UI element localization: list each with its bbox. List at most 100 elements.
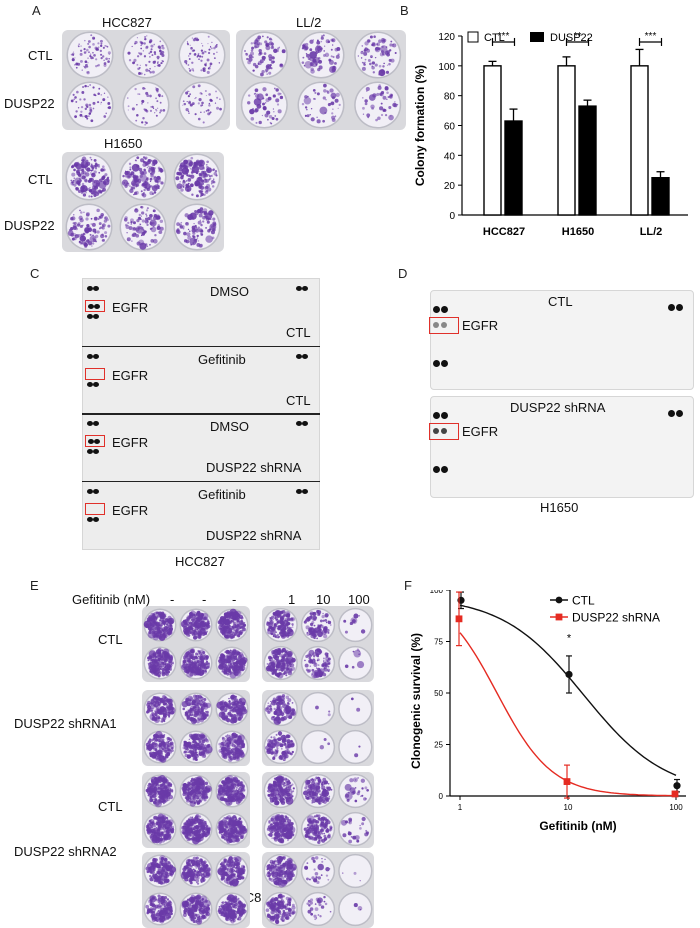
colony [81, 106, 83, 108]
colony [330, 39, 333, 42]
well [124, 83, 168, 127]
colony [315, 631, 318, 634]
colony [190, 157, 193, 160]
colony [371, 66, 374, 69]
colony [198, 102, 200, 104]
colony [146, 189, 148, 191]
colony [198, 58, 200, 60]
colony [157, 224, 159, 226]
colony [282, 635, 284, 637]
colony [272, 60, 275, 63]
colony [216, 107, 219, 110]
colony [155, 673, 158, 676]
reference-spot [433, 360, 440, 367]
colony [219, 662, 223, 666]
plate-hcc827 [62, 30, 230, 130]
colony [325, 664, 327, 666]
colony [311, 108, 312, 109]
colony [134, 88, 136, 90]
colony [394, 101, 395, 102]
colony [141, 103, 143, 105]
colony [388, 63, 391, 66]
colony [276, 653, 279, 656]
colony [275, 623, 277, 625]
colony [386, 99, 387, 100]
colony [366, 87, 370, 91]
colony [188, 650, 192, 654]
colony [163, 653, 165, 655]
colony [165, 666, 167, 668]
colony [180, 186, 181, 187]
colony [90, 179, 92, 181]
colony [187, 90, 189, 92]
colony [228, 660, 231, 663]
colony [200, 711, 204, 715]
colony [345, 665, 349, 669]
colony [185, 668, 187, 670]
panel-label-d: D [398, 266, 407, 281]
colony [358, 615, 360, 617]
colony [97, 92, 100, 95]
colony [185, 792, 186, 793]
colony [276, 662, 280, 666]
colony [185, 166, 189, 170]
colony [268, 72, 271, 75]
x-tick-label: 1 [458, 803, 463, 812]
colony [205, 62, 207, 64]
colony [276, 734, 278, 736]
colony [201, 617, 204, 620]
colony [267, 621, 269, 623]
colony [145, 69, 148, 72]
colony [100, 50, 102, 52]
reference-spot [302, 354, 308, 359]
colony [206, 166, 209, 169]
colony [204, 739, 205, 740]
colony [345, 631, 348, 634]
colony [74, 177, 75, 178]
colony [70, 217, 73, 220]
colony [87, 86, 88, 87]
colony [98, 46, 100, 48]
colony [357, 648, 359, 650]
colony [197, 632, 201, 636]
colony [71, 54, 73, 56]
colony [105, 217, 107, 219]
colony [82, 183, 85, 186]
colony [203, 797, 205, 799]
colony [78, 45, 79, 46]
colony [236, 713, 238, 715]
reference-spot [302, 421, 308, 426]
colony [80, 50, 82, 52]
colony [286, 708, 288, 710]
colony [188, 111, 189, 112]
colony [157, 216, 161, 220]
colony [386, 92, 389, 95]
colony [318, 57, 321, 60]
colony [200, 233, 201, 234]
y-tick-label: 75 [434, 638, 443, 647]
colony [81, 91, 84, 94]
colony [284, 627, 286, 629]
colony [183, 100, 185, 102]
colony [305, 115, 307, 117]
colony [208, 49, 210, 51]
colony [319, 65, 323, 69]
colony [270, 657, 272, 659]
panel-label-a: A [32, 3, 41, 18]
colony [363, 62, 365, 64]
colony [96, 48, 97, 49]
blot-divider [82, 413, 320, 415]
colony [189, 697, 193, 701]
colony [328, 713, 331, 716]
colony [243, 657, 246, 660]
colony [282, 662, 286, 666]
colony [127, 239, 128, 240]
colony [281, 702, 283, 704]
colony [144, 124, 145, 125]
colony [255, 89, 258, 92]
colony [190, 161, 193, 164]
colony [167, 752, 170, 755]
colony [254, 43, 259, 48]
colony [135, 120, 137, 122]
colony [376, 42, 380, 46]
